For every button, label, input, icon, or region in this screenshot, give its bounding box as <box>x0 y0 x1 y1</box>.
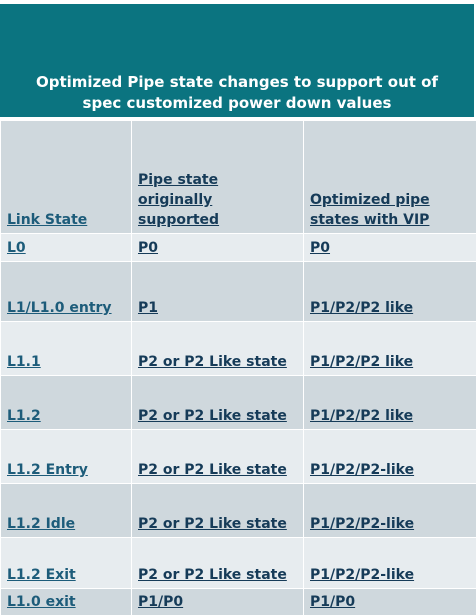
link-state-cell[interactable]: L1.2 Idle <box>1 484 132 538</box>
header-link-state[interactable]: Link State <box>1 121 132 234</box>
pipe-state-table: Link State Pipe state originally support… <box>0 120 476 616</box>
table-row: L1.0 exit P1/P0 P1/P0 <box>1 589 476 616</box>
optimized-pipe-state-cell[interactable]: P0 <box>304 234 476 262</box>
table-row: L1.2 Idle P2 or P2 Like state P1/P2/P2-l… <box>1 484 476 538</box>
link-state-cell[interactable]: L1/L1.0 entry <box>1 262 132 322</box>
link-state-cell[interactable]: L1.2 Entry <box>1 430 132 484</box>
header-row: Link State Pipe state originally support… <box>1 121 476 234</box>
original-pipe-state-cell[interactable]: P2 or P2 Like state <box>132 376 304 430</box>
table-row: L1.2 Entry P2 or P2 Like state P1/P2/P2-… <box>1 430 476 484</box>
table-row: L1.2 P2 or P2 Like state P1/P2/P2 like <box>1 376 476 430</box>
header-pipe-state-original[interactable]: Pipe state originally supported <box>132 121 304 234</box>
table-row: L0 P0 P0 <box>1 234 476 262</box>
table-row: L1/L1.0 entry P1 P1/P2/P2 like <box>1 262 476 322</box>
optimized-pipe-state-cell[interactable]: P1/P0 <box>304 589 476 616</box>
original-pipe-state-cell[interactable]: P2 or P2 Like state <box>132 322 304 376</box>
optimized-pipe-state-cell[interactable]: P1/P2/P2 like <box>304 262 476 322</box>
optimized-pipe-state-cell[interactable]: P1/P2/P2 like <box>304 322 476 376</box>
optimized-pipe-state-cell[interactable]: P1/P2/P2-like <box>304 538 476 589</box>
link-state-cell[interactable]: L1.2 Exit <box>1 538 132 589</box>
original-pipe-state-cell[interactable]: P2 or P2 Like state <box>132 484 304 538</box>
link-state-cell[interactable]: L1.0 exit <box>1 589 132 616</box>
link-state-cell[interactable]: L1.2 <box>1 376 132 430</box>
link-state-cell[interactable]: L0 <box>1 234 132 262</box>
table-row: L1.1 P2 or P2 Like state P1/P2/P2 like <box>1 322 476 376</box>
table-row: L1.2 Exit P2 or P2 Like state P1/P2/P2-l… <box>1 538 476 589</box>
optimized-pipe-state-cell[interactable]: P1/P2/P2 like <box>304 376 476 430</box>
optimized-pipe-state-cell[interactable]: P1/P2/P2-like <box>304 484 476 538</box>
original-pipe-state-cell[interactable]: P1 <box>132 262 304 322</box>
original-pipe-state-cell[interactable]: P0 <box>132 234 304 262</box>
header-optimized-pipe-states[interactable]: Optimized pipe states with VIP <box>304 121 476 234</box>
table-title-text: Optimized Pipe state changes to support … <box>22 72 452 114</box>
original-pipe-state-cell[interactable]: P2 or P2 Like state <box>132 430 304 484</box>
link-state-cell[interactable]: L1.1 <box>1 322 132 376</box>
original-pipe-state-cell[interactable]: P2 or P2 Like state <box>132 538 304 589</box>
optimized-pipe-state-cell[interactable]: P1/P2/P2-like <box>304 430 476 484</box>
table-title: Optimized Pipe state changes to support … <box>0 4 474 117</box>
original-pipe-state-cell[interactable]: P1/P0 <box>132 589 304 616</box>
